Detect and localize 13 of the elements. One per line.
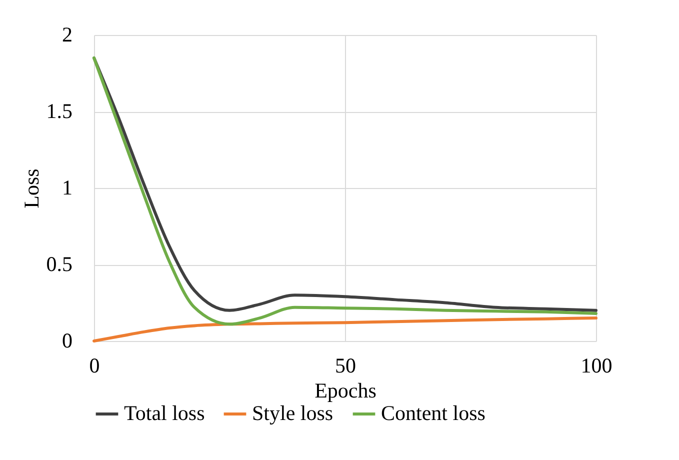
- legend-label: Content loss: [381, 401, 486, 425]
- y-tick-label: 0.5: [46, 252, 72, 276]
- y-tick-label: 1: [62, 176, 72, 200]
- x-axis-title: Epochs: [314, 378, 376, 402]
- x-tick-label: 50: [335, 354, 356, 378]
- legend-label: Total loss: [124, 401, 205, 425]
- x-tick-label: 100: [580, 354, 612, 378]
- y-tick-label: 1.5: [46, 99, 72, 123]
- x-tick-label: 0: [89, 354, 100, 378]
- y-tick-label: 2: [62, 22, 72, 46]
- y-axis-title: Loss: [19, 168, 44, 208]
- y-tick-label: 0: [62, 328, 72, 352]
- legend-label: Style loss: [252, 401, 334, 425]
